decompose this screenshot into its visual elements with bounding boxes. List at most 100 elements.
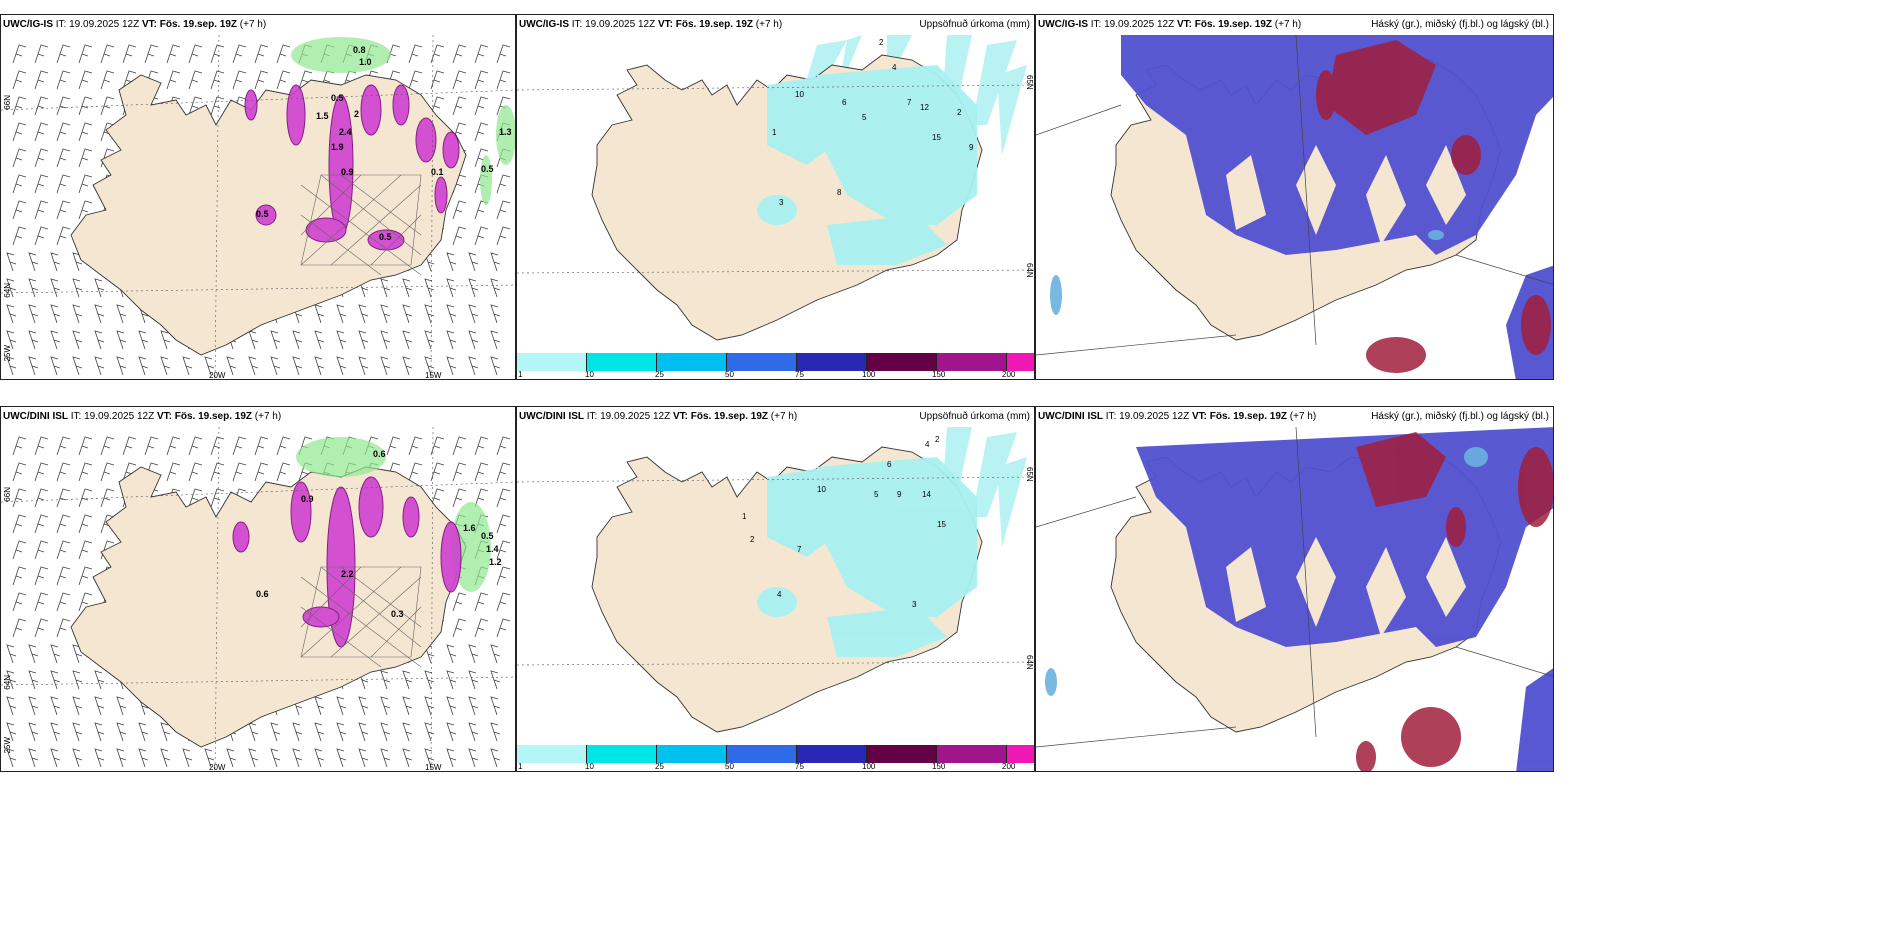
wind-barb [276, 436, 291, 456]
panel-wind-snow-igis: UWC/IG-IS IT: 19.09.2025 12Z VT: Fös. 19… [0, 14, 516, 380]
tick: 1 [518, 370, 523, 379]
colorbar [517, 353, 1034, 371]
wind-barb [446, 278, 457, 298]
map-iceland-wind: 0.8 1.0 0.5 1.5 2 2.4 1.9 0.9 0.5 0.5 1.… [1, 35, 515, 379]
wind-barb [380, 330, 391, 350]
label: 2 [354, 109, 359, 119]
wind-barb [50, 356, 61, 376]
wind-barb [380, 748, 391, 768]
lat-label-bottom: 64N [3, 283, 12, 298]
wind-barb [496, 226, 511, 246]
label: 1.6 [463, 523, 476, 533]
high-cloud [1356, 432, 1553, 771]
land-gaps [1156, 537, 1466, 637]
wind-barb [446, 644, 457, 664]
wind-barb [160, 356, 171, 376]
wind-barb [496, 540, 511, 560]
wind-barb [144, 44, 159, 64]
wind-barb [254, 462, 269, 482]
wind-barb [490, 356, 501, 376]
wind-barb [452, 70, 467, 90]
wind-barb [78, 70, 93, 90]
label: 0.9 [341, 167, 354, 177]
label: 1.4 [486, 544, 499, 554]
label: 2.2 [341, 569, 354, 579]
wind-barb [446, 670, 457, 690]
wind-barb [188, 70, 203, 90]
wind-barb [28, 356, 39, 376]
tick: 50 [725, 762, 734, 771]
lon-label-far: 25W [3, 737, 12, 754]
wind-barb [12, 70, 27, 90]
wind-barb [166, 462, 181, 482]
wind-barb [292, 722, 303, 742]
wind-barb [380, 356, 391, 376]
wind-barb [452, 226, 467, 246]
wind-barb [50, 696, 61, 716]
wind-barb [34, 566, 49, 586]
label: 6 [887, 460, 892, 469]
wind-barb [424, 722, 435, 742]
colorbar-labels: 1 10 25 50 75 100 150 200 400 [517, 370, 1034, 379]
tick: 50 [725, 370, 734, 379]
sector-lines [1036, 35, 1553, 356]
wind-barb [188, 96, 203, 116]
wind-barb [34, 540, 49, 560]
map-iceland-clouds [1036, 427, 1553, 771]
wind-barb [204, 356, 215, 376]
wind-barb [166, 44, 181, 64]
wind-barb [56, 540, 71, 560]
wind-barb [50, 748, 61, 768]
wind-barb [122, 436, 137, 456]
map-iceland-clouds [1036, 35, 1553, 379]
colorbar-seg [1007, 353, 1034, 371]
wind-barb [468, 748, 479, 768]
tick: 100 [862, 762, 876, 771]
wind-barb [430, 70, 445, 90]
wind-barb [34, 122, 49, 142]
label: 1.0 [359, 57, 372, 67]
wind-barb [474, 488, 489, 508]
wind-barb [490, 748, 501, 768]
wind-barb [34, 226, 49, 246]
lat-label-bottom: 64N [1025, 263, 1034, 278]
tick: 75 [795, 370, 804, 379]
panel-title: UWC/IG-IS IT: 19.09.2025 12Z VT: Fös. 19… [519, 19, 783, 30]
wind-barb [380, 696, 391, 716]
wind-barb [78, 122, 93, 142]
wind-barb [182, 356, 193, 376]
wind-barb [100, 44, 115, 64]
colorbar-seg [727, 745, 797, 763]
wind-barb [232, 462, 247, 482]
wind-barb [34, 514, 49, 534]
wind-barb [72, 696, 83, 716]
label: 1.2 [489, 557, 502, 567]
wind-barb [6, 748, 17, 768]
sector-lines [1036, 427, 1553, 748]
wind-barb [72, 722, 83, 742]
wind-barb [138, 330, 149, 350]
wind-barb [254, 436, 269, 456]
lat-label-top: 65N [1025, 467, 1034, 482]
wind-barb [474, 436, 489, 456]
colorbar-seg [587, 353, 657, 371]
label: 1 [742, 512, 747, 521]
wind-barb [446, 252, 457, 272]
wind-barb [6, 252, 17, 272]
wind-barb [116, 304, 127, 324]
colorbar-seg [797, 745, 867, 763]
colorbar-labels: 1 10 25 50 75 100 150 200 400 [517, 762, 1034, 771]
wind-barb [6, 722, 17, 742]
wind-barb [50, 304, 61, 324]
label: 0.5 [331, 93, 344, 103]
wind-barb [402, 356, 413, 376]
wind-barb [34, 618, 49, 638]
wind-barb [56, 226, 71, 246]
label: 0.1 [431, 167, 444, 177]
label: 0.5 [481, 164, 494, 174]
colorbar-seg [1007, 745, 1034, 763]
wind-barb [424, 696, 435, 716]
wind-barb [248, 722, 259, 742]
wind-barb [468, 356, 479, 376]
label: 14 [922, 490, 931, 499]
